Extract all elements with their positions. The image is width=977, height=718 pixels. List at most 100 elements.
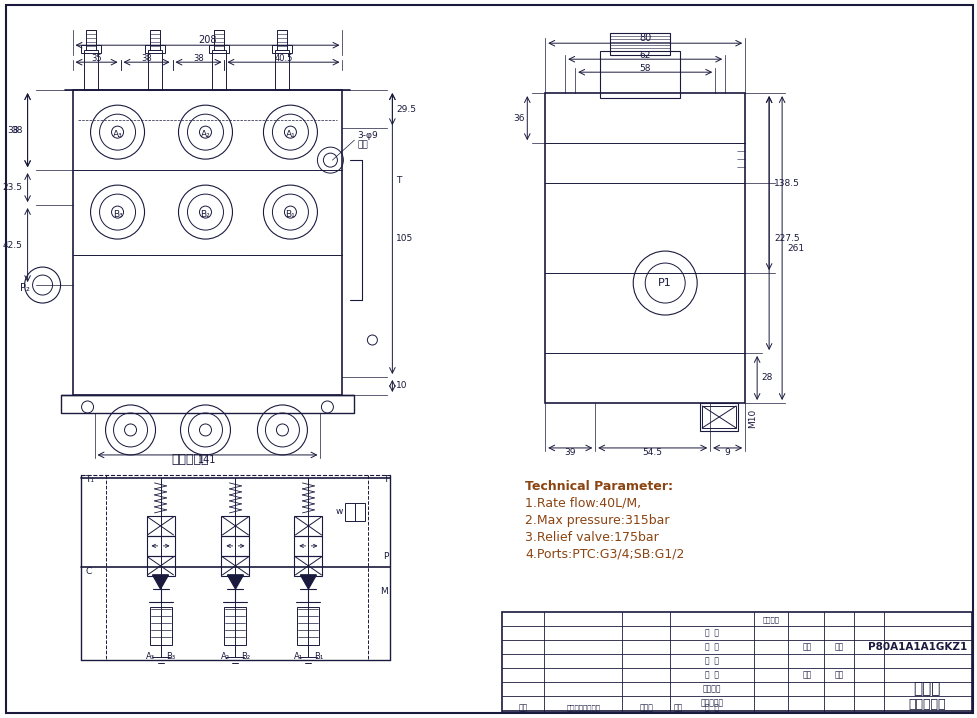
Text: 多路阀: 多路阀	[913, 681, 940, 696]
Bar	[345, 503, 365, 521]
Text: 208: 208	[198, 35, 217, 45]
Bar	[221, 556, 249, 576]
Bar	[294, 556, 322, 576]
Text: 外型尺寸图: 外型尺寸图	[908, 699, 945, 712]
Text: T: T	[383, 475, 388, 485]
Bar	[276, 50, 289, 90]
Text: 23.5: 23.5	[3, 183, 22, 192]
Bar	[502, 612, 971, 712]
Text: M: M	[380, 587, 388, 597]
Bar	[147, 556, 174, 576]
Text: 38: 38	[8, 126, 20, 135]
Bar	[600, 51, 679, 98]
Text: T: T	[396, 176, 402, 185]
Bar	[214, 30, 225, 50]
Polygon shape	[300, 575, 317, 589]
Text: 设  计: 设 计	[704, 628, 718, 638]
Text: B₂: B₂	[200, 210, 210, 218]
Bar	[225, 607, 246, 645]
Text: 校  对: 校 对	[704, 671, 718, 679]
Text: 液压原理图: 液压原理图	[172, 454, 209, 467]
Text: 描  图: 描 图	[704, 656, 718, 666]
Text: 标准化检查: 标准化检查	[700, 699, 723, 707]
Text: 10: 10	[396, 381, 407, 391]
Bar	[147, 516, 174, 536]
Text: 3-φ9: 3-φ9	[357, 131, 378, 139]
Text: 227.5: 227.5	[774, 233, 799, 243]
Bar	[297, 607, 319, 645]
Text: 38: 38	[192, 54, 203, 62]
Text: 更改人: 更改人	[639, 703, 653, 712]
Text: 42.5: 42.5	[3, 241, 22, 250]
Text: 第张: 第张	[833, 671, 843, 679]
Text: 2.Max pressure:315bar: 2.Max pressure:315bar	[525, 514, 669, 527]
Text: w: w	[336, 508, 343, 516]
Text: 62: 62	[639, 51, 651, 60]
Text: 141: 141	[198, 455, 217, 465]
Text: 9: 9	[724, 449, 730, 457]
Text: C: C	[85, 567, 92, 577]
Text: 制  图: 制 图	[704, 643, 718, 651]
Bar	[148, 50, 161, 90]
Bar	[212, 50, 227, 90]
Text: 29.5: 29.5	[396, 105, 416, 113]
Bar	[149, 30, 159, 50]
Text: 重量: 重量	[802, 643, 811, 651]
Text: P₂: P₂	[20, 283, 29, 293]
Text: A₃: A₃	[112, 130, 122, 139]
Text: 36: 36	[512, 113, 524, 123]
Text: P1: P1	[658, 278, 671, 288]
Bar	[273, 45, 292, 53]
Text: 比例: 比例	[833, 643, 843, 651]
Text: A₁: A₁	[293, 653, 303, 661]
Bar	[701, 406, 736, 428]
Bar	[209, 45, 230, 53]
Text: 工艺检查: 工艺检查	[702, 684, 721, 694]
Text: A₃: A₃	[146, 653, 155, 661]
Text: M10: M10	[747, 409, 756, 428]
Text: 4.Ports:PTC:G3/4;SB:G1/2: 4.Ports:PTC:G3/4;SB:G1/2	[525, 548, 684, 561]
Text: 38: 38	[141, 54, 151, 62]
Text: 通孔: 通孔	[357, 141, 367, 149]
Text: 40.5: 40.5	[274, 54, 292, 62]
Text: 54.5: 54.5	[642, 449, 662, 457]
Bar	[61, 395, 354, 413]
Text: 更改内容或编依据: 更改内容或编依据	[566, 704, 600, 711]
Bar	[85, 30, 96, 50]
Text: P: P	[383, 552, 388, 561]
Bar	[610, 33, 669, 55]
Text: B₁: B₁	[285, 210, 295, 218]
Text: 图样标记: 图样标记	[762, 617, 779, 623]
Bar	[145, 45, 164, 53]
Text: 28: 28	[760, 373, 772, 383]
Text: 日期: 日期	[673, 703, 682, 712]
Text: Technical Parameter:: Technical Parameter:	[525, 480, 672, 493]
Text: 261: 261	[786, 243, 803, 253]
Text: 审  核: 审 核	[704, 703, 718, 712]
Text: P80A1A1A1GKZ1: P80A1A1A1GKZ1	[867, 642, 966, 652]
Text: 80: 80	[638, 33, 651, 43]
Text: A₂: A₂	[200, 130, 210, 139]
Polygon shape	[152, 575, 168, 589]
Text: 共张: 共张	[802, 671, 811, 679]
Text: 38: 38	[11, 126, 22, 135]
Bar	[221, 516, 249, 536]
Polygon shape	[228, 575, 243, 589]
Bar	[294, 536, 322, 556]
Bar	[147, 536, 174, 556]
Text: 105: 105	[396, 234, 413, 243]
Text: T₁: T₁	[85, 475, 95, 485]
Text: 39: 39	[564, 449, 575, 457]
Bar	[221, 536, 249, 556]
Text: B₂: B₂	[240, 653, 250, 661]
Bar	[294, 516, 322, 536]
Bar	[545, 93, 744, 403]
Text: 1.Rate flow:40L/M,: 1.Rate flow:40L/M,	[525, 497, 641, 510]
Text: 58: 58	[639, 64, 651, 73]
Text: 138.5: 138.5	[774, 179, 799, 187]
Text: 3.Relief valve:175bar: 3.Relief valve:175bar	[525, 531, 658, 544]
Bar	[277, 30, 287, 50]
Text: A₁: A₁	[285, 130, 295, 139]
Text: 35: 35	[91, 54, 102, 62]
Text: B₁: B₁	[314, 653, 322, 661]
